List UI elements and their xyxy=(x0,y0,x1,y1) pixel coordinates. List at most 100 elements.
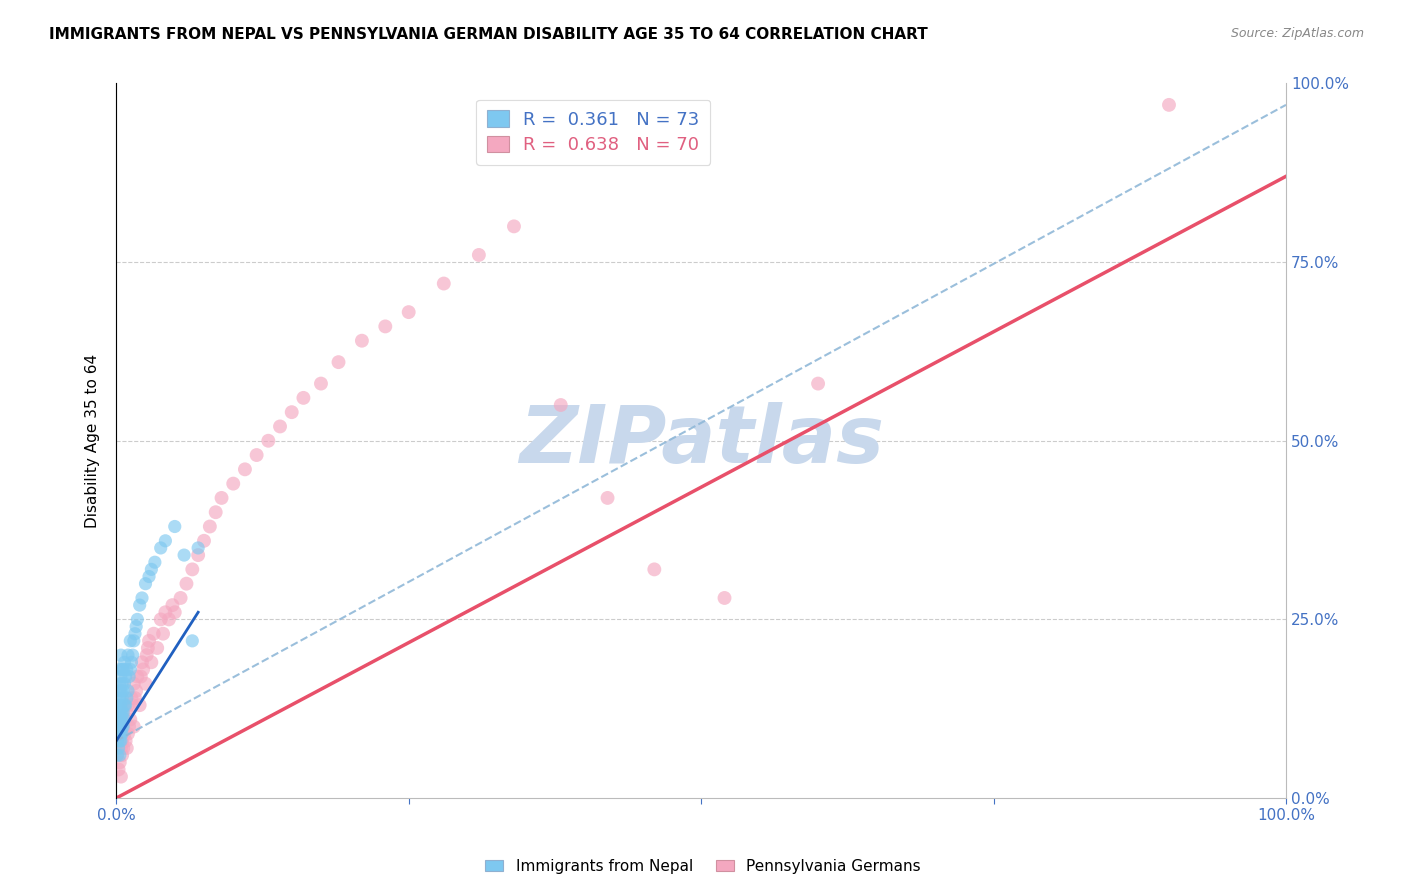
Point xyxy=(110,648,132,662)
Point xyxy=(117,727,139,741)
Legend: Immigrants from Nepal, Pennsylvania Germans: Immigrants from Nepal, Pennsylvania Germ… xyxy=(479,853,927,880)
Point xyxy=(134,576,156,591)
Point xyxy=(198,519,221,533)
Point xyxy=(112,662,135,676)
Point xyxy=(121,655,143,669)
Point xyxy=(111,748,134,763)
Point xyxy=(155,605,177,619)
Point xyxy=(117,698,139,713)
Point xyxy=(114,669,136,683)
Point xyxy=(117,648,139,662)
Point xyxy=(110,706,132,720)
Point xyxy=(111,677,134,691)
Point xyxy=(108,684,131,698)
Point xyxy=(110,734,132,748)
Point xyxy=(141,655,163,669)
Point xyxy=(807,376,830,391)
Point xyxy=(107,698,129,713)
Point xyxy=(152,626,174,640)
Point xyxy=(107,720,129,734)
Point xyxy=(398,305,420,319)
Point xyxy=(121,648,143,662)
Point xyxy=(107,741,129,756)
Point xyxy=(155,533,177,548)
Point xyxy=(121,691,143,706)
Point xyxy=(111,720,134,734)
Point xyxy=(374,319,396,334)
Point xyxy=(114,655,136,669)
Point xyxy=(115,691,138,706)
Point xyxy=(193,533,215,548)
Point xyxy=(107,727,129,741)
Point xyxy=(110,741,132,756)
Point xyxy=(111,662,134,676)
Point xyxy=(125,684,148,698)
Point xyxy=(257,434,280,448)
Point xyxy=(468,248,491,262)
Point xyxy=(132,662,155,676)
Point xyxy=(163,605,186,619)
Point xyxy=(181,633,204,648)
Point xyxy=(138,633,160,648)
Point xyxy=(713,591,735,605)
Point xyxy=(163,519,186,533)
Point xyxy=(350,334,373,348)
Point xyxy=(107,727,129,741)
Point xyxy=(187,548,209,562)
Point xyxy=(120,713,142,727)
Point xyxy=(111,706,134,720)
Point xyxy=(108,691,131,706)
Point xyxy=(108,727,131,741)
Point xyxy=(115,662,138,676)
Point xyxy=(112,684,135,698)
Point xyxy=(114,713,136,727)
Point xyxy=(108,756,131,770)
Point xyxy=(125,619,148,633)
Point xyxy=(121,698,143,713)
Point xyxy=(138,569,160,583)
Point xyxy=(222,476,245,491)
Point xyxy=(122,633,145,648)
Point xyxy=(108,662,131,676)
Point xyxy=(149,541,172,555)
Point xyxy=(110,669,132,683)
Point xyxy=(127,669,149,683)
Point xyxy=(135,648,157,662)
Point xyxy=(127,612,149,626)
Point xyxy=(1157,98,1180,112)
Point xyxy=(115,741,138,756)
Point xyxy=(142,626,165,640)
Point xyxy=(187,541,209,555)
Point xyxy=(131,591,153,605)
Point xyxy=(111,713,134,727)
Point xyxy=(118,720,141,734)
Point xyxy=(108,720,131,734)
Point xyxy=(169,591,191,605)
Point xyxy=(122,677,145,691)
Point xyxy=(143,555,166,569)
Point xyxy=(110,684,132,698)
Point xyxy=(124,626,146,640)
Point xyxy=(204,505,226,519)
Point xyxy=(115,706,138,720)
Point xyxy=(114,677,136,691)
Point xyxy=(110,698,132,713)
Point xyxy=(176,576,198,591)
Point xyxy=(107,706,129,720)
Point xyxy=(269,419,291,434)
Point xyxy=(134,677,156,691)
Point xyxy=(128,698,150,713)
Point xyxy=(108,677,131,691)
Point xyxy=(162,598,184,612)
Point xyxy=(503,219,526,234)
Point xyxy=(149,612,172,626)
Point xyxy=(120,662,142,676)
Text: IMMIGRANTS FROM NEPAL VS PENNSYLVANIA GERMAN DISABILITY AGE 35 TO 64 CORRELATION: IMMIGRANTS FROM NEPAL VS PENNSYLVANIA GE… xyxy=(49,27,928,42)
Point xyxy=(110,727,132,741)
Point xyxy=(111,727,134,741)
Point xyxy=(129,669,152,683)
Point xyxy=(233,462,256,476)
Point xyxy=(157,612,180,626)
Point xyxy=(246,448,269,462)
Point xyxy=(146,640,169,655)
